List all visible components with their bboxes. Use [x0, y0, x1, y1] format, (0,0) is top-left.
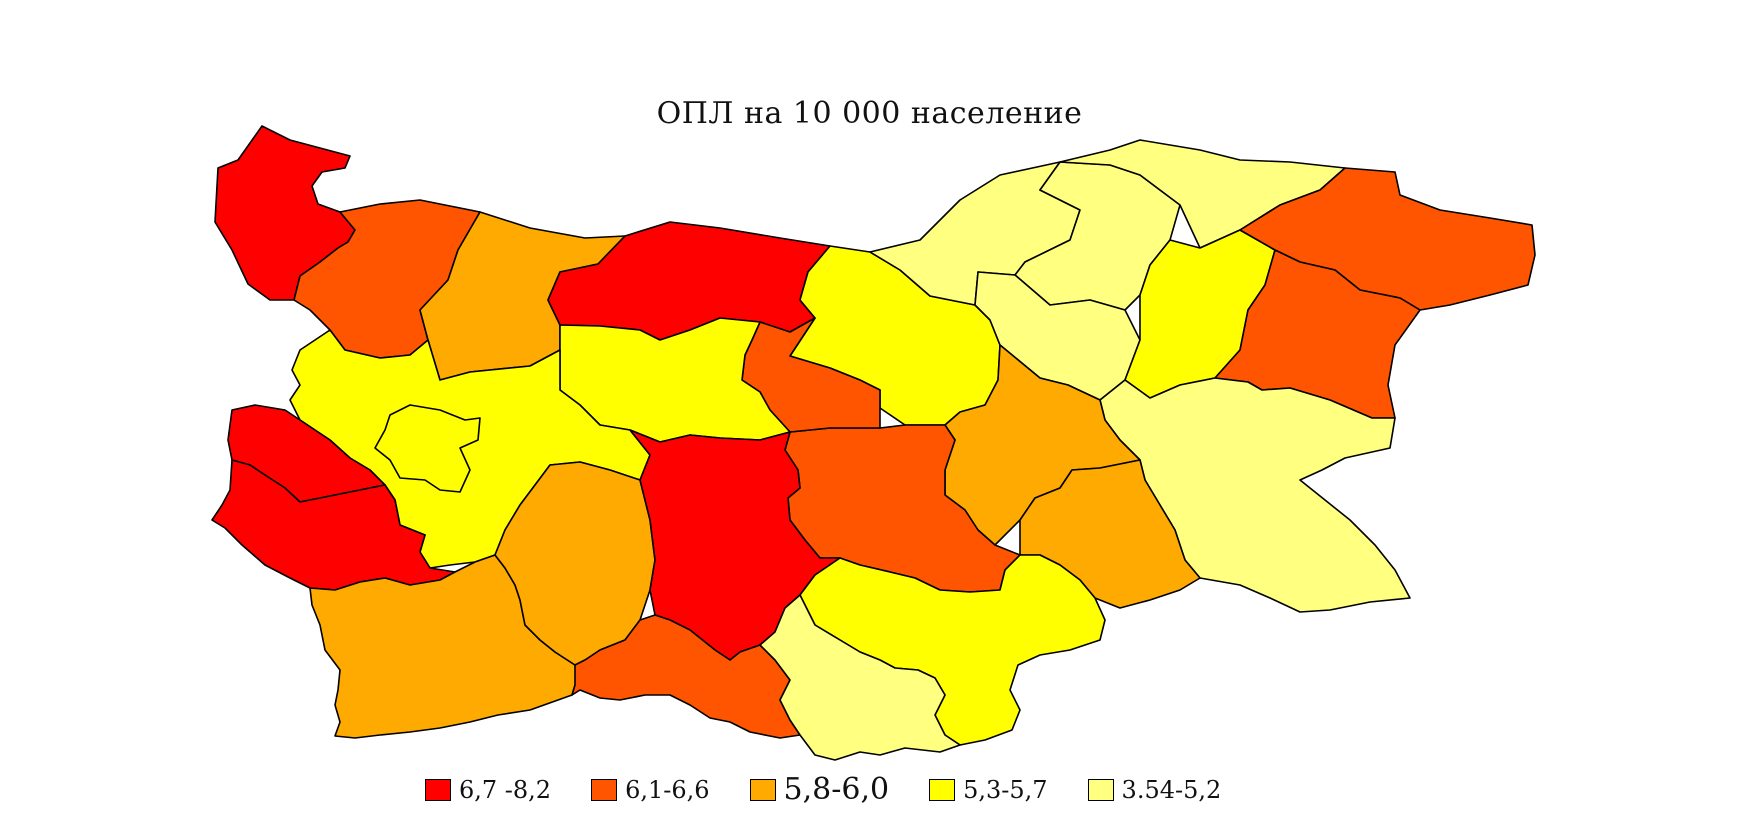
legend-swatch [929, 778, 956, 801]
region-sofia-city [374, 404, 481, 493]
legend-label: 3.54-5,2 [1121, 775, 1222, 804]
legend-label: 5,8-6,0 [783, 772, 890, 807]
legend-swatch [425, 778, 451, 801]
legend-item-6-7-8-2: 6,7 -8,2 [425, 776, 551, 804]
legend-swatch [749, 778, 776, 801]
legend-swatch [591, 778, 618, 801]
map-legend: 6,7 -8,2 6,1-6,6 5,8-6,0 5,3-5,7 3.54-5,… [425, 772, 1261, 807]
legend-label: 6,1-6,6 [625, 775, 710, 804]
legend-item-6-1-6-6: 6,1-6,6 [591, 775, 710, 804]
region-kardzhali [759, 594, 961, 761]
legend-label: 5,3-5,7 [963, 775, 1048, 804]
map-title: ОПЛ на 10 000 население [656, 96, 1083, 131]
legend-label: 6,7 -8,2 [459, 775, 552, 804]
legend-item-3-54-5-2: 3.54-5,2 [1087, 775, 1222, 804]
legend-swatch [1087, 778, 1114, 801]
legend-item-5-8-6-0: 5,8-6,0 [749, 772, 890, 807]
legend-item-5-3-5-7: 5,3-5,7 [929, 775, 1048, 804]
